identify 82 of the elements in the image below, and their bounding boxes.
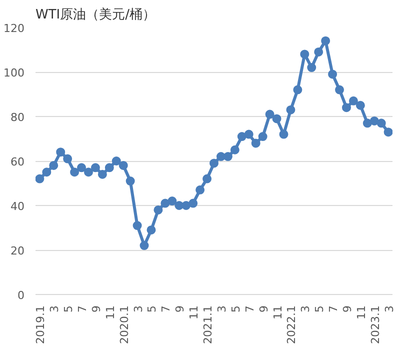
point — [362, 118, 372, 128]
point — [251, 138, 260, 148]
x-tick-label: 5 — [146, 306, 159, 312]
point — [230, 145, 240, 154]
x-tick-label: 7 — [160, 306, 173, 312]
x-tick-label: 3 — [215, 306, 228, 312]
point — [118, 160, 128, 170]
point — [90, 163, 100, 172]
point — [70, 168, 80, 177]
point — [384, 128, 392, 137]
point — [244, 130, 254, 139]
x-tick-label: 5 — [62, 306, 76, 312]
y-tick-label: 100 — [4, 66, 25, 80]
point — [146, 225, 156, 234]
x-tick-label: 11 — [271, 305, 284, 320]
point — [286, 105, 296, 114]
point — [202, 174, 212, 184]
point — [126, 176, 135, 186]
point — [279, 130, 288, 139]
point — [63, 154, 72, 164]
x-tick-label: 3 — [299, 306, 312, 312]
point — [196, 185, 205, 194]
x-tick-label: 2022.1 — [285, 305, 298, 344]
point — [370, 116, 379, 126]
y-tick-label: 0 — [18, 289, 24, 302]
point — [104, 163, 114, 172]
y-tick-label: 80 — [10, 111, 25, 124]
point — [300, 50, 310, 59]
point — [328, 70, 338, 79]
point — [314, 47, 324, 56]
x-tick-label: 3 — [48, 306, 62, 312]
point — [307, 63, 316, 72]
x-tick-label: 9 — [174, 306, 187, 312]
point — [321, 36, 330, 46]
point — [140, 241, 149, 250]
point — [272, 114, 282, 124]
point — [168, 196, 177, 206]
point — [132, 221, 142, 230]
x-tick-label: 2021.1 — [202, 305, 215, 344]
x-tick-label: 9 — [257, 306, 270, 312]
point — [258, 132, 268, 142]
point — [356, 100, 365, 110]
x-tick-label: 2020.1 — [118, 305, 131, 344]
point — [265, 110, 274, 119]
point — [237, 132, 246, 142]
point — [49, 160, 58, 170]
x-tick-label: 2019.1 — [34, 305, 48, 344]
point — [42, 168, 52, 177]
x-tick-label: 7 — [76, 306, 90, 312]
point — [160, 198, 170, 208]
point — [293, 85, 302, 94]
x-tick-label: 2023.1 — [368, 305, 382, 344]
point — [210, 158, 218, 168]
x-tick-label: 11 — [104, 305, 117, 320]
y-tick-label: 40 — [10, 200, 25, 213]
y-tick-label: 60 — [10, 156, 25, 168]
x-tick-label: 3 — [132, 306, 145, 312]
point — [376, 118, 386, 128]
point — [348, 96, 358, 106]
point — [154, 205, 163, 214]
point — [342, 103, 351, 112]
x-tick-label: 5 — [229, 306, 242, 312]
point — [182, 201, 191, 210]
x-tick-label: 11 — [188, 305, 201, 320]
y-tick-label: 120 — [4, 22, 25, 35]
chart-title: WTI原油（美元/桶） — [36, 6, 156, 22]
x-tick-label: 7 — [243, 306, 256, 312]
x-tick-label: 11 — [354, 305, 368, 320]
x-tick-label: 5 — [313, 306, 326, 312]
point — [112, 156, 121, 166]
x-tick-label: 7 — [327, 306, 340, 312]
point — [56, 148, 66, 157]
point — [188, 198, 198, 208]
point — [84, 168, 93, 177]
x-tick-label: 9 — [340, 306, 354, 312]
point — [98, 170, 107, 179]
x-tick-label: 3 — [382, 306, 396, 312]
point — [335, 85, 344, 94]
y-tick-label: 20 — [10, 244, 25, 258]
x-tick-label: 9 — [90, 306, 103, 312]
point — [77, 163, 86, 172]
point — [36, 174, 44, 184]
